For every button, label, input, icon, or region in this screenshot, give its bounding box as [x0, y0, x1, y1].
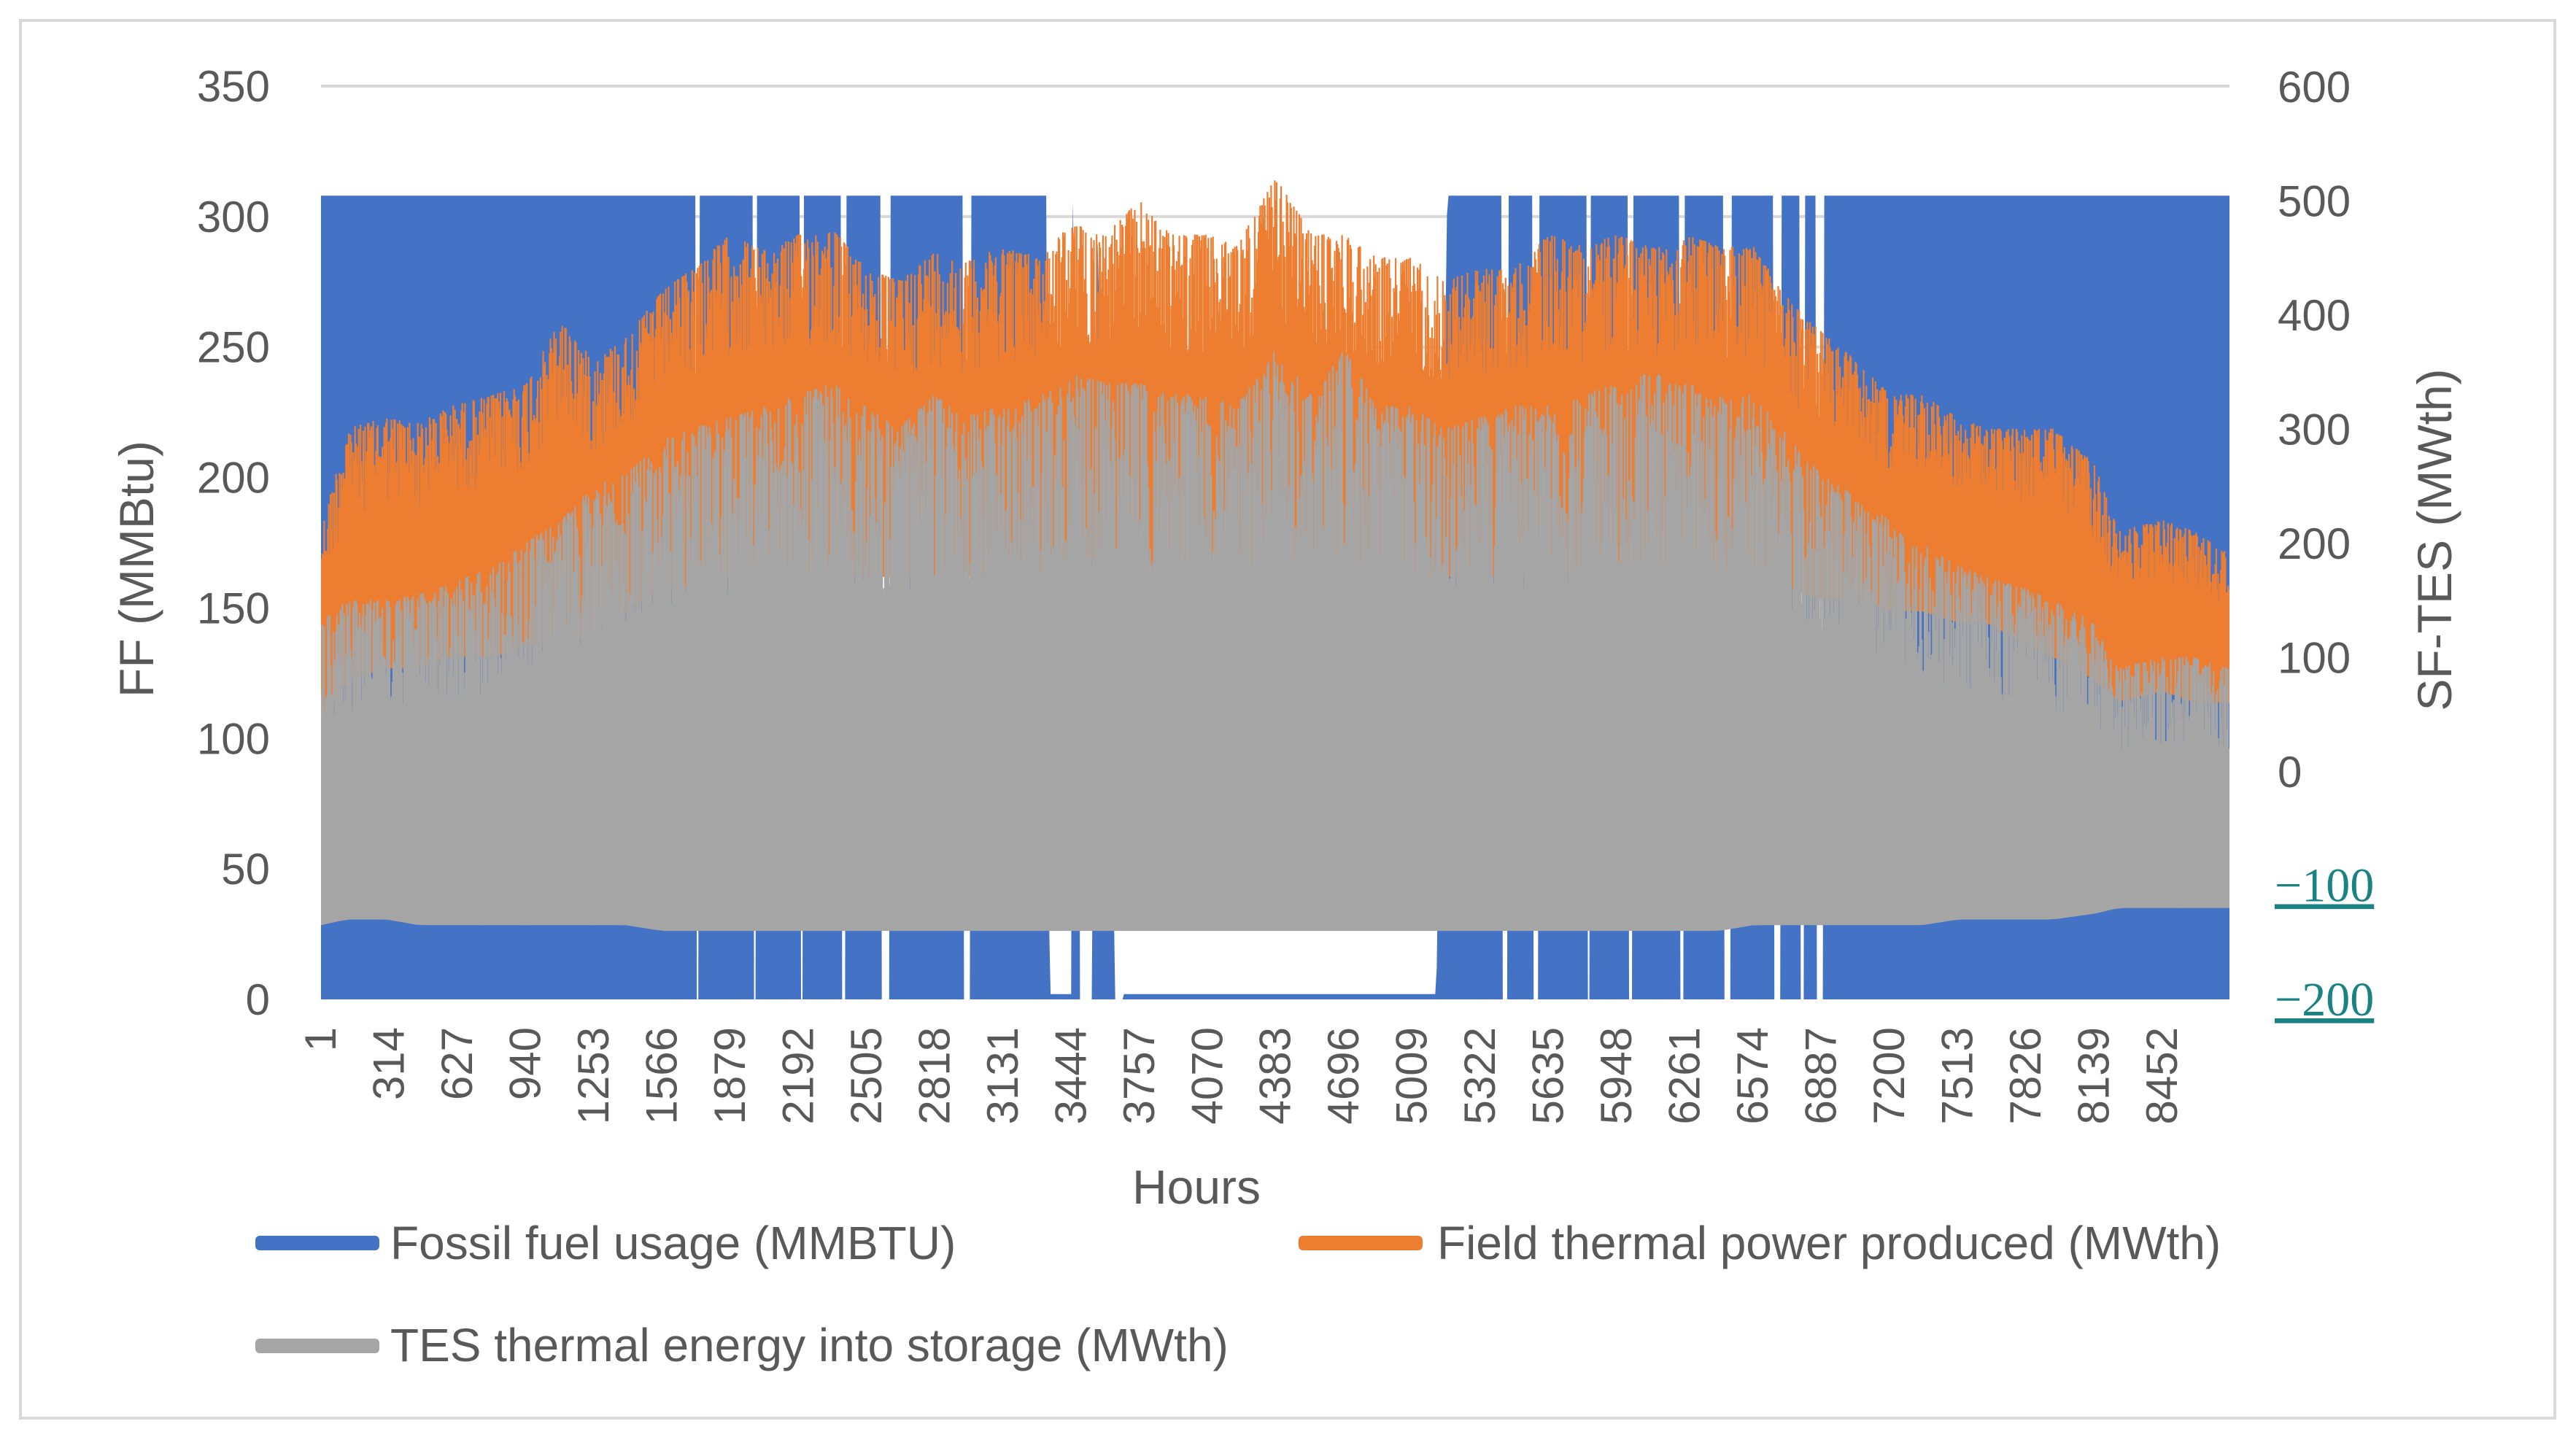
x-tick-label: 6261	[1660, 1027, 1709, 1124]
x-tick-label: 4696	[1319, 1027, 1368, 1124]
legend-label-field-thermal: Field thermal power produced (MWth)	[1437, 1217, 2221, 1269]
tes-thermal-spikes-body	[321, 570, 2229, 932]
x-tick-label: 7200	[1865, 1027, 1914, 1124]
y-right-tick-label: 100	[2278, 634, 2351, 683]
x-tick-label: 5009	[1388, 1027, 1436, 1124]
x-tick-label: 8452	[2138, 1027, 2186, 1124]
x-tick-label: 314	[365, 1027, 414, 1100]
y-left-tick-label: 350	[197, 62, 270, 111]
series-tes-thermal-energy	[321, 351, 2229, 932]
y-axis-right: −200 −100 0 100 200 300 400 500 600	[2275, 63, 2374, 1026]
legend-item-tes-thermal: TES thermal energy into storage (MWth)	[255, 1319, 1229, 1371]
y-axis-left-title: FF (MMBtu)	[109, 441, 163, 697]
y-right-tick-label: 400	[2278, 291, 2351, 340]
x-axis-title: Hours	[1132, 1160, 1261, 1214]
x-tick-label: 6574	[1728, 1027, 1777, 1124]
x-tick-label: 627	[433, 1027, 481, 1100]
x-tick-label: 1253	[569, 1027, 618, 1124]
plot-area	[321, 180, 2229, 999]
x-tick-label: 4383	[1251, 1027, 1300, 1124]
y-right-tick-label: −200	[2275, 973, 2374, 1026]
x-tick-label: 2505	[842, 1027, 891, 1124]
y-left-tick-label: 200	[197, 454, 270, 503]
legend-label-fossil-fuel: Fossil fuel usage (MMBTU)	[390, 1217, 956, 1269]
y-left-tick-label: 250	[197, 323, 270, 372]
x-tick-label: 3444	[1046, 1027, 1095, 1124]
y-left-tick-label: 0	[246, 975, 270, 1024]
x-axis: 1 314 627 940 1253 1566 1879 2192 2505 2818 3131 34…	[296, 1027, 2186, 1124]
y-left-tick-label: 150	[197, 584, 270, 632]
x-tick-label: 1879	[705, 1027, 754, 1124]
x-tick-label: 3757	[1115, 1027, 1164, 1124]
x-tick-label: 4070	[1183, 1027, 1231, 1124]
legend-item-fossil-fuel: Fossil fuel usage (MMBTU)	[255, 1217, 956, 1269]
x-tick-label: 5948	[1592, 1027, 1641, 1124]
x-tick-label: 2192	[773, 1027, 822, 1124]
legend: Fossil fuel usage (MMBTU) Field thermal …	[255, 1217, 2221, 1371]
y-right-tick-label: 0	[2278, 748, 2302, 797]
y-right-tick-label: 600	[2278, 63, 2351, 112]
y-axis-left: 0 50 100 150 200 250 300 350	[197, 62, 270, 1024]
x-tick-label: 5635	[1524, 1027, 1573, 1124]
x-tick-label: 8139	[2070, 1027, 2119, 1124]
x-tick-label: 1566	[637, 1027, 686, 1124]
x-tick-label: 6887	[1797, 1027, 1846, 1124]
legend-item-field-thermal: Field thermal power produced (MWth)	[1299, 1217, 2221, 1269]
y-axis-right-title: SF-TES (MWth)	[2407, 368, 2461, 711]
y-right-tick-label: 200	[2278, 519, 2351, 568]
legend-swatch-fossil-fuel	[255, 1236, 379, 1250]
y-right-tick-label: −100	[2275, 859, 2374, 913]
y-left-tick-label: 50	[221, 845, 270, 894]
x-tick-label: 5322	[1455, 1027, 1504, 1124]
x-tick-label: 7513	[1933, 1027, 1982, 1124]
legend-swatch-field-thermal	[1299, 1236, 1423, 1250]
x-tick-label: 7826	[2001, 1027, 2050, 1124]
x-tick-label: 1	[296, 1027, 345, 1051]
x-tick-label: 3131	[978, 1027, 1027, 1124]
legend-swatch-tes-thermal	[255, 1339, 379, 1353]
x-tick-label: 2818	[910, 1027, 959, 1124]
legend-label-tes-thermal: TES thermal energy into storage (MWth)	[390, 1319, 1229, 1371]
x-tick-label: 940	[500, 1027, 549, 1100]
y-right-tick-label: 500	[2278, 177, 2351, 226]
y-left-tick-label: 100	[197, 714, 270, 763]
y-right-tick-label: 300	[2278, 406, 2351, 454]
y-left-tick-label: 300	[197, 193, 270, 241]
